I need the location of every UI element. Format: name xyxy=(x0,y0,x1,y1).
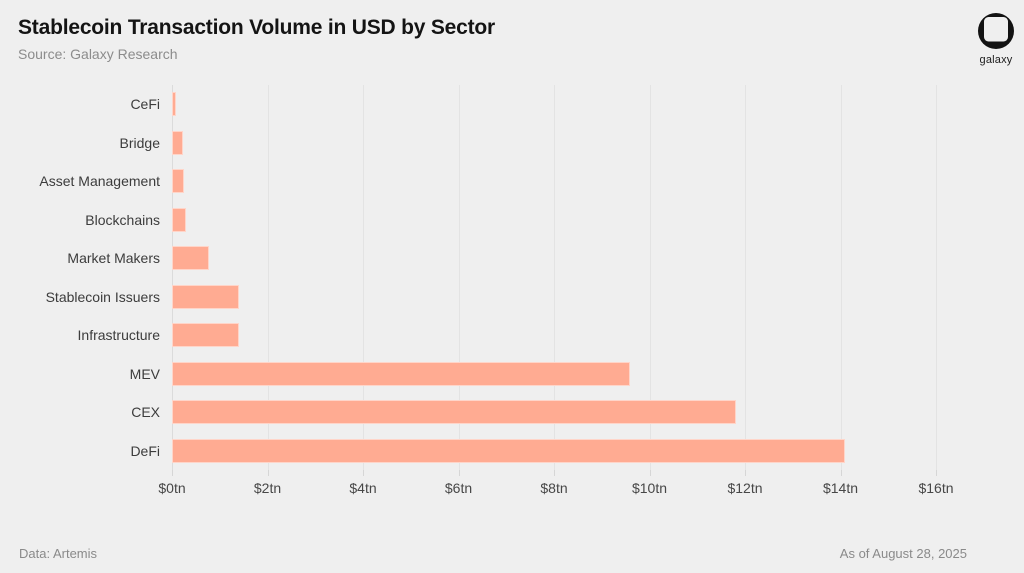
gridline-0 xyxy=(172,85,173,470)
category-label-stablecoin-issuers: Stablecoin Issuers xyxy=(45,288,160,305)
bar-track-bridge xyxy=(172,130,1008,155)
bar-bridge xyxy=(172,130,183,155)
x-tickmark-8 xyxy=(554,470,555,476)
bar-track-defi xyxy=(172,438,1008,463)
x-tickmark-10 xyxy=(649,470,651,476)
bar-cefi xyxy=(172,92,176,117)
galaxy-logo-text: galaxy xyxy=(979,54,1013,66)
as-of-date: As of August 28, 2025 xyxy=(839,546,967,561)
category-label-defi: DeFi xyxy=(130,442,160,459)
category-label-mev: MEV xyxy=(129,365,160,382)
bar-track-infrastructure xyxy=(172,323,1008,348)
gridline-16 xyxy=(936,85,937,470)
x-tick-label-10: $10tn xyxy=(631,480,668,496)
x-tick-label-6: $6tn xyxy=(444,480,473,496)
bar-track-stablecoin-issuers xyxy=(172,284,1008,309)
x-tickmark-14 xyxy=(840,470,842,476)
bar-blockchains xyxy=(172,207,187,232)
chart-row-blockchains: Blockchains xyxy=(0,201,1008,240)
gridlines-layer xyxy=(172,85,1008,476)
bar-track-market-makers xyxy=(172,246,1008,271)
bar-mev xyxy=(172,361,631,386)
bar-track-cex xyxy=(172,400,1008,425)
category-label-cex: CEX xyxy=(131,404,160,421)
x-tickmark-6 xyxy=(458,470,460,476)
x-tickmark-0 xyxy=(172,470,173,476)
chart-subtitle: Source: Galaxy Research xyxy=(18,46,178,62)
category-label-infrastructure: Infrastructure xyxy=(77,327,160,344)
chart-row-mev: MEV xyxy=(0,355,1008,394)
bar-cex xyxy=(172,400,736,425)
x-axis-labels: $0tn $2tn $4tn $6tn $8tn $10tn $12tn $14tn $16tn xyxy=(158,480,1008,500)
bar-infrastructure xyxy=(172,323,239,348)
x-tick-label-2: $2tn xyxy=(253,480,282,496)
chart-row-cex: CEX xyxy=(0,393,1008,432)
category-label-blockchains: Blockchains xyxy=(85,211,160,228)
galaxy-helmet-icon xyxy=(976,12,1016,52)
bar-track-blockchains xyxy=(172,207,1008,232)
gridline-12 xyxy=(745,85,746,470)
x-tickmark-2 xyxy=(267,470,269,476)
category-label-asset-management: Asset Management xyxy=(39,173,160,190)
category-label-cefi: CeFi xyxy=(130,96,160,113)
chart-row-stablecoin-issuers: Stablecoin Issuers xyxy=(0,278,1008,317)
galaxy-logo: galaxy xyxy=(976,12,1016,66)
x-tick-label-4: $4tn xyxy=(349,480,377,496)
gridline-2 xyxy=(267,85,269,470)
gridline-10 xyxy=(649,85,651,470)
chart-row-asset-management: Asset Management xyxy=(0,162,1008,201)
bar-defi xyxy=(172,438,846,463)
chart-row-market-makers: Market Makers xyxy=(0,239,1008,278)
bar-stablecoin-issuers xyxy=(172,284,239,309)
gridline-6 xyxy=(458,85,460,470)
chart-title: Stablecoin Transaction Volume in USD by … xyxy=(18,16,496,39)
footer: Data: Artemis As of August 28, 2025 xyxy=(19,546,967,561)
x-tick-label-16: $16tn xyxy=(918,480,954,496)
bar-track-asset-management xyxy=(172,169,1008,194)
chart-row-infrastructure: Infrastructure xyxy=(0,316,1008,355)
bar-track-cefi xyxy=(172,92,1008,117)
x-tick-label-8: $8tn xyxy=(540,480,568,496)
chart-row-defi: DeFi xyxy=(0,432,1008,471)
bar-asset-management xyxy=(172,169,184,194)
header: Stablecoin Transaction Volume in USD by … xyxy=(18,16,964,62)
x-tickmark-12 xyxy=(745,470,746,476)
chart-row-bridge: Bridge xyxy=(0,124,1008,163)
chart-row-cefi: CeFi xyxy=(0,85,1008,124)
data-credit: Data: Artemis xyxy=(19,546,98,561)
bar-chart: CeFi Bridge Asset Management Blockchains Mar… xyxy=(0,85,1024,515)
category-label-bridge: Bridge xyxy=(119,134,160,151)
bar-track-mev xyxy=(172,361,1008,386)
chart-rows: CeFi Bridge Asset Management Blockchains Mar… xyxy=(0,85,1008,470)
x-tick-label-12: $12tn xyxy=(727,480,763,496)
category-label-market-makers: Market Makers xyxy=(67,250,160,267)
x-tick-label-14: $14tn xyxy=(822,480,859,496)
x-tick-label-0: $0tn xyxy=(158,480,186,496)
gridline-4 xyxy=(363,85,364,470)
x-tickmark-16 xyxy=(936,470,937,476)
gridline-14 xyxy=(840,85,842,470)
x-tickmark-4 xyxy=(363,470,364,476)
gridline-8 xyxy=(554,85,555,470)
bar-market-makers xyxy=(172,246,210,271)
